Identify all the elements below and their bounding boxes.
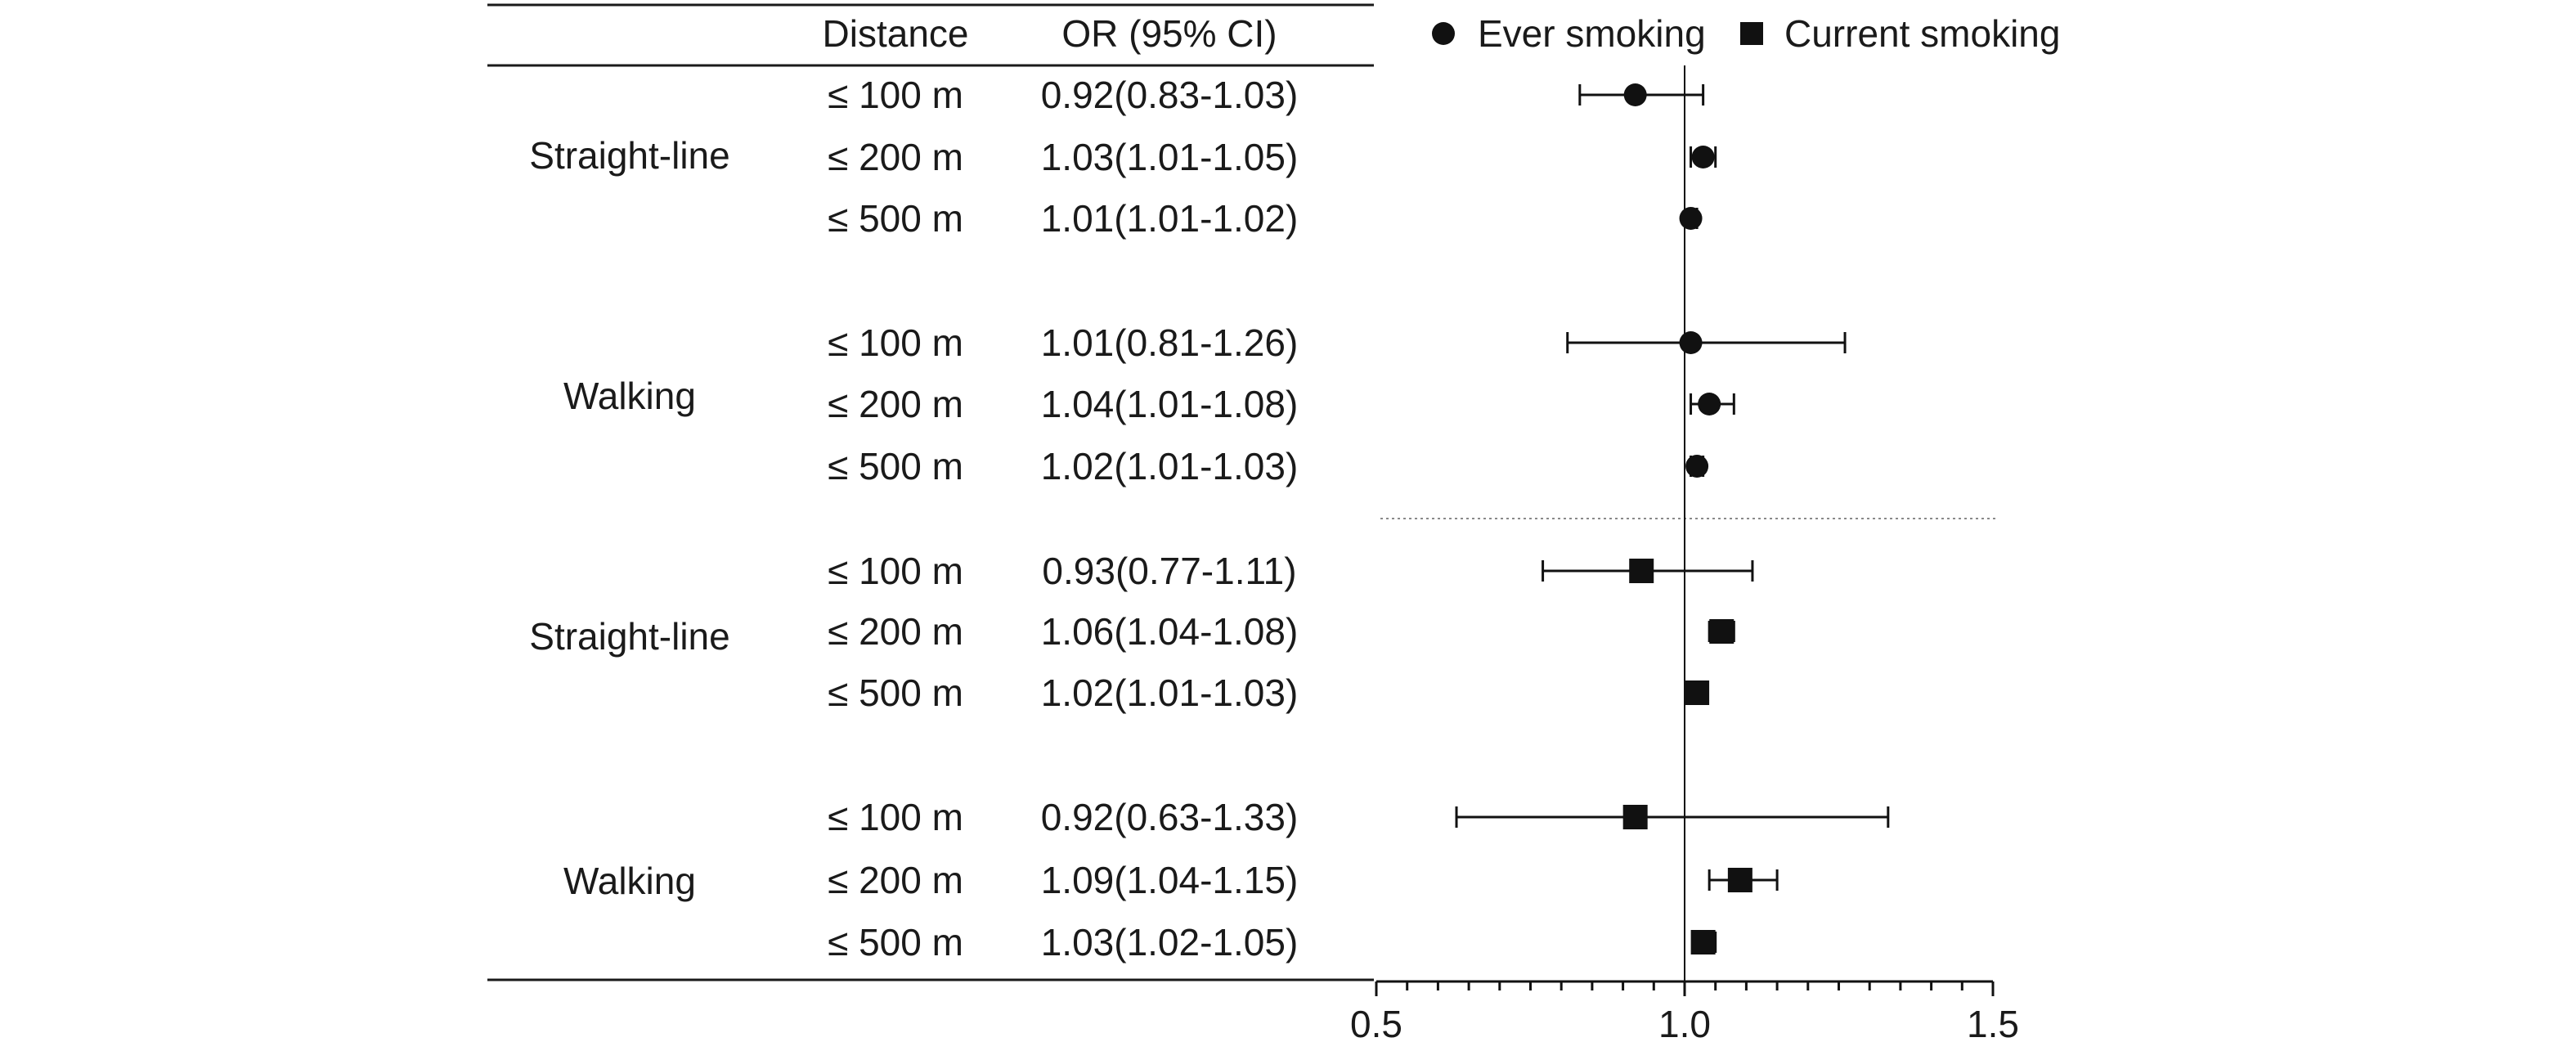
- or-ci-cell: 1.09(1.04-1.15): [1041, 859, 1299, 901]
- x-tick-label: 0.5: [1350, 1003, 1402, 1045]
- point-estimate-square: [1727, 868, 1752, 892]
- ci-row: [1578, 83, 1705, 106]
- header-distance: Distance: [823, 12, 969, 55]
- ci-row: [1690, 146, 1717, 168]
- or-ci-cell: 1.03(1.02-1.05): [1041, 921, 1299, 963]
- group-label: Walking: [563, 375, 696, 417]
- or-ci-cell: 1.02(1.01-1.03): [1041, 671, 1299, 714]
- plot-marks: [1455, 65, 1890, 981]
- ci-row: [1708, 868, 1779, 892]
- or-ci-cell: 1.01(0.81-1.26): [1041, 321, 1299, 364]
- distance-cell: ≤ 200 m: [828, 610, 963, 653]
- distance-cell: ≤ 500 m: [828, 197, 963, 240]
- x-tick-label: 1.0: [1658, 1003, 1711, 1045]
- distance-cell: ≤ 100 m: [828, 74, 963, 116]
- distance-cell: ≤ 100 m: [828, 550, 963, 592]
- distance-cell: ≤ 100 m: [828, 796, 963, 838]
- legend: Ever smoking Current smoking: [1432, 12, 2060, 55]
- distance-cell: ≤ 200 m: [828, 136, 963, 178]
- or-ci-cell: 1.03(1.01-1.05): [1041, 136, 1299, 178]
- ci-row: [1455, 805, 1890, 829]
- x-axis: 0.5 1.0 1.5: [1350, 980, 2019, 1045]
- or-ci-cell: 1.01(1.01-1.02): [1041, 197, 1299, 240]
- point-estimate-square: [1629, 559, 1654, 583]
- ci-row: [1566, 331, 1847, 354]
- or-ci-cell: 1.02(1.01-1.03): [1041, 445, 1299, 487]
- or-ci-cell: 0.92(0.63-1.33): [1041, 796, 1299, 838]
- or-ci-cell: 1.04(1.01-1.08): [1041, 383, 1299, 425]
- legend-ever-label: Ever smoking: [1478, 12, 1706, 55]
- legend-square-marker: [1740, 22, 1763, 45]
- ci-row: [1690, 393, 1735, 415]
- legend-current-label: Current smoking: [1784, 12, 2060, 55]
- legend-circle-marker: [1432, 22, 1455, 45]
- distance-cell: ≤ 500 m: [828, 671, 963, 714]
- distance-cell: ≤ 100 m: [828, 321, 963, 364]
- or-ci-cell: 0.92(0.83-1.03): [1041, 74, 1299, 116]
- distance-cell: ≤ 200 m: [828, 383, 963, 425]
- distance-cell: ≤ 500 m: [828, 921, 963, 963]
- point-estimate-circle: [1679, 331, 1703, 354]
- distance-cell: ≤ 200 m: [828, 859, 963, 901]
- ci-row: [1685, 680, 1710, 705]
- ci-row: [1685, 455, 1709, 478]
- point-estimate-square: [1685, 680, 1710, 705]
- point-estimate-square: [1709, 619, 1735, 644]
- or-ci-cell: 0.93(0.77-1.11): [1042, 550, 1296, 592]
- point-estimate-circle: [1679, 207, 1703, 230]
- table-cells: ≤ 100 m 0.92(0.83-1.03) ≤ 200 m 1.03(1.01-1…: [828, 74, 1298, 963]
- point-estimate-circle: [1691, 146, 1715, 168]
- point-estimate-circle: [1698, 393, 1721, 415]
- ci-row: [1690, 930, 1717, 954]
- group-label: Straight-line: [529, 615, 729, 658]
- ci-row: [1542, 559, 1754, 583]
- header-or: OR (95% CI): [1061, 12, 1277, 55]
- distance-cell: ≤ 500 m: [828, 445, 963, 487]
- or-ci-cell: 1.06(1.04-1.08): [1041, 610, 1299, 653]
- x-tick-label: 1.5: [1967, 1003, 2019, 1045]
- ci-row: [1679, 207, 1703, 230]
- point-estimate-square: [1690, 930, 1716, 954]
- point-estimate-square: [1622, 805, 1648, 829]
- ci-row: [1708, 619, 1735, 644]
- group-label: Straight-line: [529, 134, 729, 177]
- point-estimate-circle: [1685, 455, 1709, 478]
- point-estimate-circle: [1623, 83, 1647, 106]
- group-label: Walking: [563, 860, 696, 902]
